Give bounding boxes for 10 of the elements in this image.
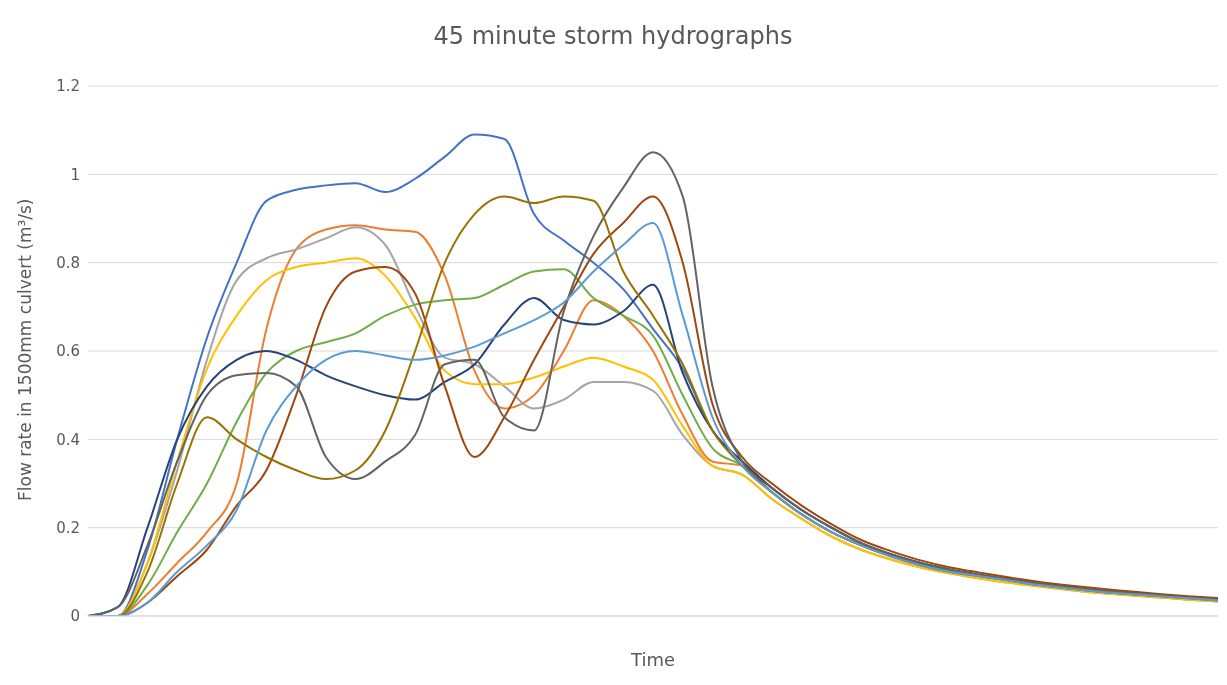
y-tick-label: 1.2 <box>56 77 80 96</box>
y-tick-label: 0.6 <box>56 342 80 361</box>
y-tick-label: 0 <box>70 607 80 626</box>
y-axis-title: Flow rate in 1500mm culvert (m³/s) <box>15 198 36 501</box>
y-tick-label: 0.8 <box>56 253 80 272</box>
y-tick-label: 0.2 <box>56 518 80 537</box>
chart-title: 45 minute storm hydrographs <box>432 21 794 52</box>
x-axis-title: Time <box>629 649 676 670</box>
y-tick-label: 0.4 <box>56 430 80 449</box>
y-tick-label: 1 <box>70 165 80 184</box>
